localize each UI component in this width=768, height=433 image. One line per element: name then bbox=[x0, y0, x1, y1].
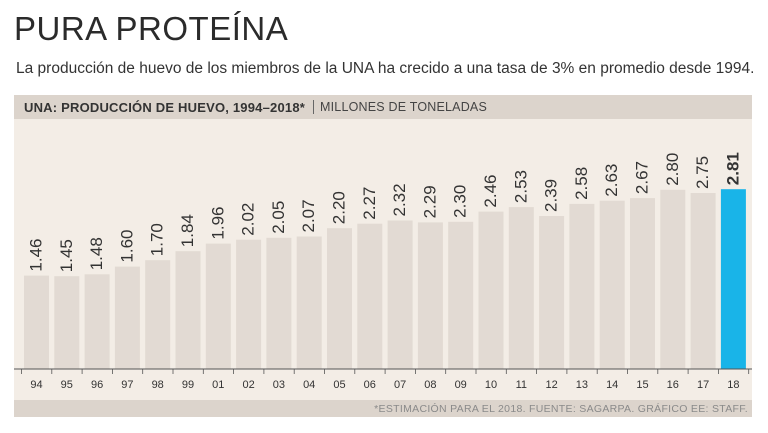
bar-08 bbox=[417, 222, 443, 369]
bar-01 bbox=[205, 243, 231, 369]
bar-07 bbox=[387, 220, 413, 369]
bar-15 bbox=[630, 198, 655, 369]
category-label-15: 15 bbox=[636, 379, 648, 391]
category-label-97: 97 bbox=[121, 379, 133, 391]
bar-12 bbox=[539, 216, 565, 369]
category-label-10: 10 bbox=[485, 379, 497, 391]
category-label-99: 99 bbox=[182, 379, 194, 391]
bar-06 bbox=[357, 223, 383, 369]
value-label-10: 2.46 bbox=[481, 175, 500, 208]
category-label-94: 94 bbox=[30, 379, 42, 391]
bar-09 bbox=[448, 221, 474, 369]
value-label-12: 2.39 bbox=[542, 179, 561, 212]
value-label-07: 2.32 bbox=[390, 183, 409, 216]
bar-18 bbox=[720, 189, 746, 369]
chart-header: UNA: PRODUCCIÓN DE HUEVO, 1994–2018* MIL… bbox=[14, 95, 752, 119]
value-label-14: 2.63 bbox=[602, 164, 621, 197]
category-label-06: 06 bbox=[364, 379, 376, 391]
value-label-98: 1.70 bbox=[148, 223, 167, 256]
bar-97 bbox=[114, 266, 140, 369]
bar-98 bbox=[145, 260, 171, 369]
category-label-11: 11 bbox=[516, 379, 527, 391]
value-label-04: 2.07 bbox=[299, 199, 318, 232]
value-label-11: 2.53 bbox=[511, 170, 530, 203]
category-label-03: 03 bbox=[273, 379, 285, 391]
bar-13 bbox=[569, 203, 595, 369]
category-label-04: 04 bbox=[303, 379, 315, 391]
category-label-02: 02 bbox=[242, 379, 254, 391]
value-label-96: 1.48 bbox=[87, 237, 106, 270]
bar-02 bbox=[236, 239, 262, 369]
category-label-98: 98 bbox=[152, 379, 164, 391]
category-label-17: 17 bbox=[697, 379, 709, 391]
bar-99 bbox=[175, 251, 201, 369]
value-label-05: 2.20 bbox=[330, 191, 349, 224]
bar-14 bbox=[599, 200, 625, 369]
category-label-96: 96 bbox=[91, 379, 103, 391]
bar-04 bbox=[296, 236, 322, 369]
bar-11 bbox=[508, 207, 534, 369]
value-label-94: 1.46 bbox=[27, 239, 46, 272]
value-label-17: 2.75 bbox=[693, 156, 712, 189]
chart-title: UNA: PRODUCCIÓN DE HUEVO, 1994–2018* bbox=[24, 99, 306, 115]
value-label-06: 2.27 bbox=[360, 187, 379, 220]
header-divider bbox=[313, 100, 315, 114]
category-label-12: 12 bbox=[545, 379, 557, 391]
bar-94 bbox=[24, 275, 49, 369]
value-label-16: 2.80 bbox=[663, 153, 682, 186]
value-label-99: 1.84 bbox=[178, 214, 197, 247]
bar-96 bbox=[84, 274, 110, 369]
value-label-03: 2.05 bbox=[269, 201, 288, 234]
page-title: PURA PROTEÍNA bbox=[14, 10, 289, 47]
value-label-01: 1.96 bbox=[208, 207, 227, 240]
value-label-95: 1.45 bbox=[57, 239, 76, 272]
value-label-09: 2.30 bbox=[451, 185, 470, 218]
category-label-16: 16 bbox=[667, 379, 679, 391]
value-label-97: 1.60 bbox=[117, 230, 136, 263]
footer-band bbox=[14, 400, 752, 417]
category-label-08: 08 bbox=[424, 379, 436, 391]
bar-17 bbox=[690, 193, 716, 369]
category-label-05: 05 bbox=[333, 379, 345, 391]
value-label-18: 2.81 bbox=[723, 152, 742, 185]
page-subtitle: La producción de huevo de los miembros d… bbox=[16, 60, 755, 77]
bar-03 bbox=[266, 237, 292, 369]
chart-units: MILLONES DE TONELADAS bbox=[320, 100, 488, 114]
value-label-13: 2.58 bbox=[572, 167, 591, 200]
category-label-18: 18 bbox=[727, 379, 739, 391]
source-note: *ESTIMACIÓN PARA EL 2018. FUENTE: SAGARP… bbox=[374, 403, 748, 415]
category-label-09: 09 bbox=[455, 379, 467, 391]
category-label-95: 95 bbox=[61, 379, 73, 391]
bar-10 bbox=[478, 211, 504, 369]
bar-16 bbox=[660, 189, 686, 369]
category-label-01: 01 bbox=[212, 379, 224, 391]
value-label-15: 2.67 bbox=[633, 161, 652, 194]
value-label-08: 2.29 bbox=[420, 185, 439, 218]
category-label-13: 13 bbox=[576, 379, 588, 391]
bar-95 bbox=[54, 276, 80, 369]
category-label-07: 07 bbox=[394, 379, 406, 391]
value-label-02: 2.02 bbox=[239, 203, 258, 236]
category-label-14: 14 bbox=[606, 379, 618, 391]
bar-05 bbox=[327, 228, 352, 369]
